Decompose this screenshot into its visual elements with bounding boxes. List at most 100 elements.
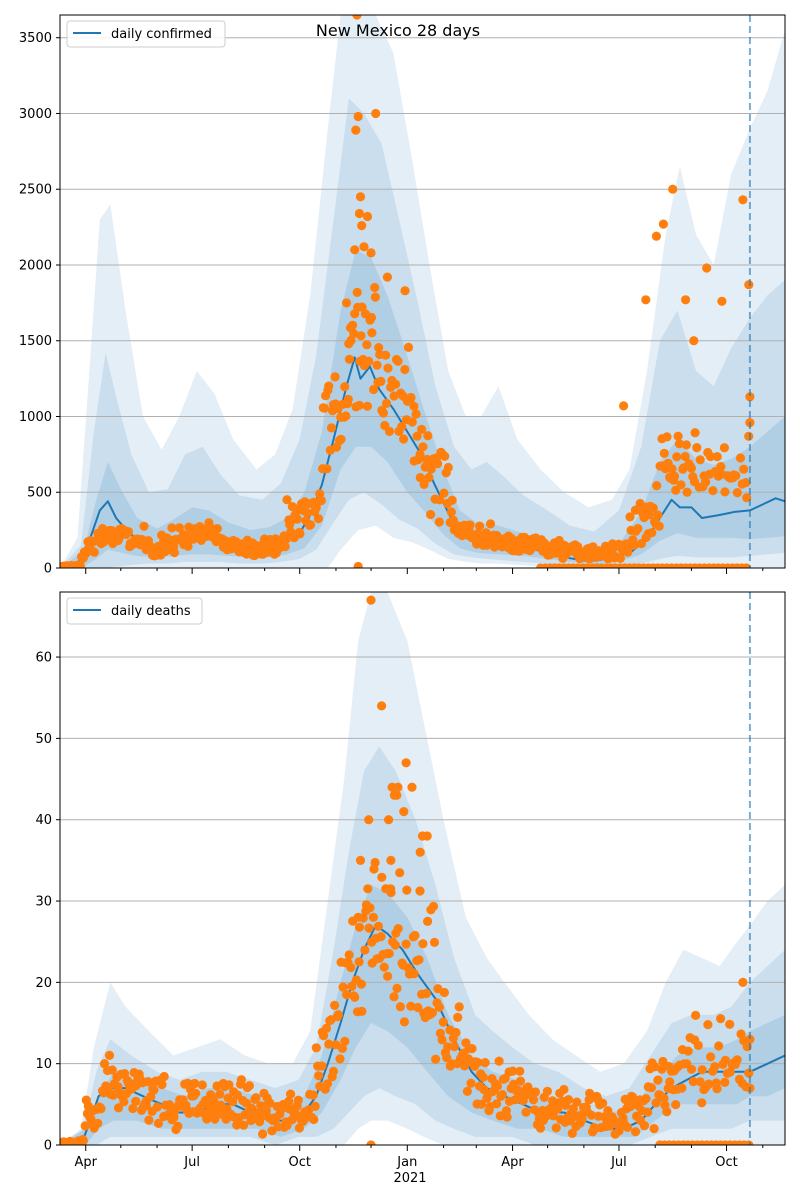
deaths-observed-point	[414, 955, 424, 965]
confirmed-observed-point	[440, 451, 450, 461]
deaths-observed-point-peak	[399, 807, 409, 817]
deaths-observed-point	[651, 1098, 661, 1108]
confirmed-y-axis: 0 500 1000 1500 2000 2500 3000 3500	[19, 31, 60, 577]
confirmed-observed-point	[139, 521, 149, 531]
confirmed-observed-point-peak	[702, 263, 712, 273]
deaths-observed-point	[443, 1042, 453, 1052]
deaths-observed-point-peak	[422, 831, 432, 841]
confirmed-observed-point	[701, 477, 711, 487]
deaths-observed-point	[657, 1064, 667, 1074]
confirmed-observed-point	[735, 453, 746, 463]
deaths-observed-point	[703, 1020, 713, 1030]
confirmed-observed-point	[340, 382, 350, 392]
deaths-y-tick-label: 30	[35, 895, 52, 910]
deaths-observed-point	[354, 922, 365, 932]
deaths-observed-point	[473, 1057, 483, 1068]
confirmed-observed-point	[739, 464, 749, 474]
deaths-observed-point	[704, 1079, 714, 1089]
deaths-observed-point	[342, 990, 352, 1000]
deaths-observed-point	[467, 1044, 477, 1054]
confirmed-observed-point	[662, 432, 672, 442]
confirmed-observed-point	[423, 431, 433, 441]
deaths-observed-point	[363, 884, 373, 894]
deaths-observed-point	[265, 1098, 275, 1108]
deaths-observed-point	[113, 1082, 123, 1092]
deaths-observed-point	[510, 1095, 520, 1105]
deaths-observed-point	[563, 1095, 574, 1105]
deaths-observed-point	[392, 983, 402, 994]
deaths-observed-point-peak	[392, 790, 402, 800]
confirmed-observed-point	[319, 403, 329, 413]
deaths-y-tick-label: 40	[35, 813, 52, 828]
deaths-observed-point	[319, 1031, 329, 1041]
confirmed-observed-point	[682, 487, 692, 497]
deaths-observed-point	[423, 916, 433, 927]
deaths-x-tick-label: Apr	[501, 1155, 524, 1170]
deaths-observed-point	[314, 1071, 324, 1081]
confirmed-observed-point	[352, 287, 362, 297]
confirmed-observed-point	[653, 510, 663, 520]
confirmed-observed-point	[652, 481, 662, 491]
confirmed-observed-point	[648, 503, 658, 513]
confirmed-observed-point	[601, 541, 611, 551]
confirmed-observed-point	[716, 462, 726, 472]
confirmed-observed-point	[378, 408, 388, 418]
confirmed-observed-point	[676, 480, 686, 490]
deaths-observed-point	[716, 1014, 726, 1024]
deaths-observed-point	[431, 1054, 441, 1064]
confirmed-observed-point	[409, 401, 419, 411]
deaths-observed-point	[497, 1090, 507, 1100]
confirmed-observed-point	[336, 434, 346, 444]
confirmed-observed-point	[435, 495, 445, 505]
confirmed-observed-point-peak	[353, 111, 363, 122]
confirmed-observed-point	[412, 431, 422, 441]
confirmed-observed-point	[406, 392, 416, 403]
deaths-observed-point	[379, 962, 389, 972]
deaths-observed-point	[478, 1072, 488, 1082]
deaths-observed-point	[439, 987, 449, 998]
confirmed-observed-point-peak	[400, 286, 410, 296]
confirmed-y-tick-label: 3500	[19, 31, 52, 46]
deaths-x-tick-label: Jan	[396, 1155, 417, 1170]
deaths-observed-point	[389, 992, 399, 1002]
deaths-observed-point	[340, 1036, 350, 1046]
deaths-x-axis: Apr Jul Oct Jan Apr Jul Oct	[74, 1145, 764, 1170]
deaths-observed-point	[261, 1106, 271, 1116]
confirmed-observed-point	[475, 521, 485, 531]
confirmed-observed-point	[183, 541, 193, 552]
deaths-observed-point	[286, 1089, 296, 1099]
confirmed-observed-point-peak	[658, 219, 669, 229]
deaths-observed-point	[204, 1107, 214, 1118]
deaths-observed-point	[224, 1080, 234, 1090]
deaths-x-tick-label: Apr	[74, 1155, 97, 1170]
deaths-observed-point	[535, 1123, 546, 1133]
confirmed-observed-point	[167, 523, 177, 533]
deaths-observed-point	[143, 1077, 153, 1087]
deaths-observed-point	[451, 1027, 461, 1038]
deaths-observed-point	[659, 1093, 669, 1103]
deaths-observed-point-peak	[384, 815, 394, 825]
deaths-observed-point	[428, 901, 439, 912]
deaths-observed-point	[386, 887, 396, 898]
confirmed-observed-point	[384, 426, 395, 436]
confirmed-observed-point	[281, 534, 291, 544]
deaths-observed-point-peak	[355, 855, 366, 866]
confirmed-observed-point-peak	[641, 295, 651, 305]
deaths-observed-point	[415, 886, 425, 896]
deaths-x-tick-label: Jul	[183, 1155, 200, 1170]
deaths-observed-point	[572, 1097, 582, 1107]
deaths-observed-point	[401, 939, 411, 949]
confirmed-observed-point-peak	[341, 298, 352, 308]
confirmed-observed-point	[400, 364, 410, 375]
deaths-observed-point	[191, 1088, 201, 1098]
deaths-outer-band	[60, 592, 785, 1145]
deaths-observed-point	[622, 1122, 633, 1132]
confirmed-observed-point	[343, 394, 353, 404]
confirmed-observed-point	[369, 384, 379, 395]
deaths-observed-point	[466, 1078, 476, 1088]
deaths-observed-point	[356, 979, 366, 989]
confirmed-observed-point	[433, 459, 443, 469]
deaths-observed-point	[322, 1079, 333, 1089]
confirmed-observed-point	[744, 431, 754, 441]
deaths-observed-point-peak	[366, 595, 376, 605]
